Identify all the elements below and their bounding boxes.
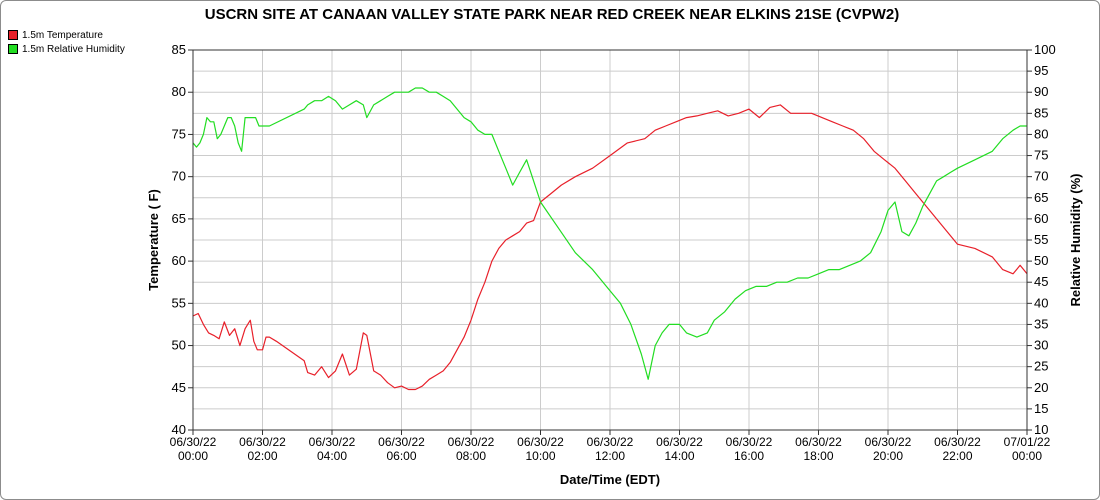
- x-tick-label-time: 20:00: [873, 449, 903, 463]
- y-left-tick-label: 65: [172, 211, 186, 226]
- y-right-tick-label: 20: [1034, 380, 1048, 395]
- y-right-tick-label: 10: [1034, 422, 1048, 437]
- y-left-tick-label: 85: [172, 42, 186, 57]
- y-right-tick-label: 55: [1034, 232, 1048, 247]
- x-tick-label-date: 06/30/22: [934, 435, 981, 449]
- y-left-tick-label: 60: [172, 253, 186, 268]
- x-tick-label-time: 22:00: [942, 449, 972, 463]
- y-right-tick-label: 30: [1034, 338, 1048, 353]
- series-line-temperature: [192, 104, 1028, 391]
- grid: [192, 49, 1028, 431]
- y-right-tick-label: 85: [1034, 105, 1048, 120]
- x-tick-label-time: 02:00: [247, 449, 277, 463]
- y-left-tick-label: 75: [172, 126, 186, 141]
- x-axis-label: Date/Time (EDT): [560, 472, 660, 487]
- x-tick-label-date: 06/30/22: [378, 435, 425, 449]
- x-tick-label-time: 00:00: [1012, 449, 1042, 463]
- x-tick-label-time: 16:00: [734, 449, 764, 463]
- y-right-tick-label: 45: [1034, 274, 1048, 289]
- y-axis-left-label: Temperature ( F): [146, 189, 161, 291]
- y-right-tick-label: 95: [1034, 63, 1048, 78]
- y-right-tick-label: 60: [1034, 211, 1048, 226]
- y-left-tick-label: 45: [172, 380, 186, 395]
- x-tick-label-time: 08:00: [456, 449, 486, 463]
- axes: 40 45 50 55 60 65 70 75 80 85 10 15 20 25 30 35 40 45 50 55…: [170, 42, 1056, 463]
- y-axis-right-label: Relative Humidity (%): [1068, 174, 1083, 307]
- x-tick-label-date: 06/30/22: [587, 435, 634, 449]
- y-right-tick-label: 75: [1034, 148, 1048, 163]
- x-tick-label-date: 06/30/22: [170, 435, 217, 449]
- y-right-tick-label: 35: [1034, 316, 1048, 331]
- x-tick-label-date: 06/30/22: [239, 435, 286, 449]
- x-tick-label-date: 06/30/22: [448, 435, 495, 449]
- x-tick-label-time: 06:00: [386, 449, 416, 463]
- x-tick-label-date: 06/30/22: [517, 435, 564, 449]
- legend-swatch-humidity: [8, 44, 18, 54]
- y-left-tick-label: 40: [172, 422, 186, 437]
- y-right-tick-label: 100: [1034, 42, 1056, 57]
- legend-label-humidity: 1.5m Relative Humidity: [22, 43, 125, 55]
- x-tick-label-date: 06/30/22: [865, 435, 912, 449]
- x-tick-label-time: 10:00: [525, 449, 555, 463]
- chart-title: USCRN SITE AT CANAAN VALLEY STATE PARK N…: [205, 6, 900, 23]
- y-right-tick-label: 25: [1034, 359, 1048, 374]
- x-tick-label-time: 00:00: [178, 449, 208, 463]
- y-right-tick-label: 90: [1034, 84, 1048, 99]
- legend: 1.5m Temperature 1.5m Relative Humidity: [8, 28, 125, 56]
- x-tick-label-time: 04:00: [317, 449, 347, 463]
- x-tick-label-date: 06/30/22: [795, 435, 842, 449]
- y-right-tick-label: 40: [1034, 295, 1048, 310]
- y-right-tick-label: 70: [1034, 169, 1048, 184]
- legend-item-temperature: 1.5m Temperature: [8, 28, 125, 42]
- legend-swatch-temperature: [8, 30, 18, 40]
- y-left-tick-label: 50: [172, 338, 186, 353]
- y-left-tick-label: 70: [172, 169, 186, 184]
- x-tick-label-date: 06/30/22: [656, 435, 703, 449]
- series-line-humidity: [192, 87, 1027, 380]
- x-tick-label-date: 06/30/22: [309, 435, 356, 449]
- series-layer: [192, 87, 1028, 391]
- x-tick-label-date: 06/30/22: [726, 435, 773, 449]
- y-left-tick-label: 55: [172, 295, 186, 310]
- x-tick-label-date: 07/01/22: [1004, 435, 1051, 449]
- legend-item-humidity: 1.5m Relative Humidity: [8, 42, 125, 56]
- y-left-tick-label: 80: [172, 84, 186, 99]
- y-right-tick-label: 15: [1034, 401, 1048, 416]
- legend-label-temperature: 1.5m Temperature: [22, 29, 103, 41]
- x-tick-label-time: 18:00: [803, 449, 833, 463]
- x-tick-label-time: 14:00: [664, 449, 694, 463]
- y-right-tick-label: 80: [1034, 126, 1048, 141]
- y-right-tick-label: 50: [1034, 253, 1048, 268]
- y-right-tick-label: 65: [1034, 190, 1048, 205]
- x-tick-label-time: 12:00: [595, 449, 625, 463]
